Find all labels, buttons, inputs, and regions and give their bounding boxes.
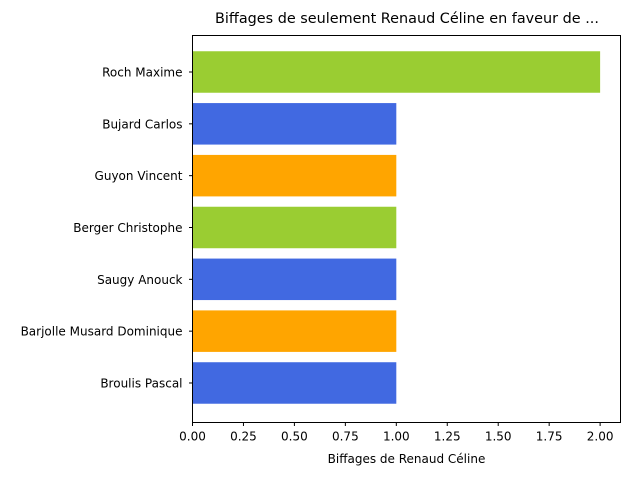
bars-group [192,51,601,404]
bar [192,206,397,249]
x-tick-label: 0.25 [230,430,257,444]
y-axis: Roch Maxime Bujard Carlos Guyon Vincent Ber… [21,66,193,390]
bar [192,310,397,352]
x-tick-label: 0.50 [281,430,308,444]
y-tick-label: Saugy Anouck [97,273,182,287]
x-tick-label: 0.75 [332,430,359,444]
y-tick-label: Berger Christophe [73,221,182,235]
x-axis: 0.00 0.25 0.50 0.75 1.00 1.25 1.50 1.75 2.00 [179,422,614,444]
x-tick-label: 1.50 [485,430,512,444]
y-tick-label: Broulis Pascal [100,376,182,390]
y-tick-label: Guyon Vincent [95,169,183,183]
chart-title: Biffages de seulement Renaud Céline en f… [215,11,599,27]
x-tick-label: 1.75 [536,430,563,444]
plot-frame [192,35,621,423]
x-tick-label: 0.00 [179,430,206,444]
bar [192,258,397,301]
bar [192,154,397,197]
bar [192,103,397,145]
x-tick-label: 2.00 [587,430,614,444]
x-tick-label: 1.00 [383,430,410,444]
y-tick-label: Roch Maxime [102,66,182,80]
bar [192,51,601,93]
x-tick-label: 1.25 [434,430,461,444]
x-axis-label: Biffages de Renaud Céline [328,452,486,466]
bar [192,362,397,404]
y-tick-label: Barjolle Musard Dominique [21,325,183,339]
y-tick-label: Bujard Carlos [102,117,182,131]
